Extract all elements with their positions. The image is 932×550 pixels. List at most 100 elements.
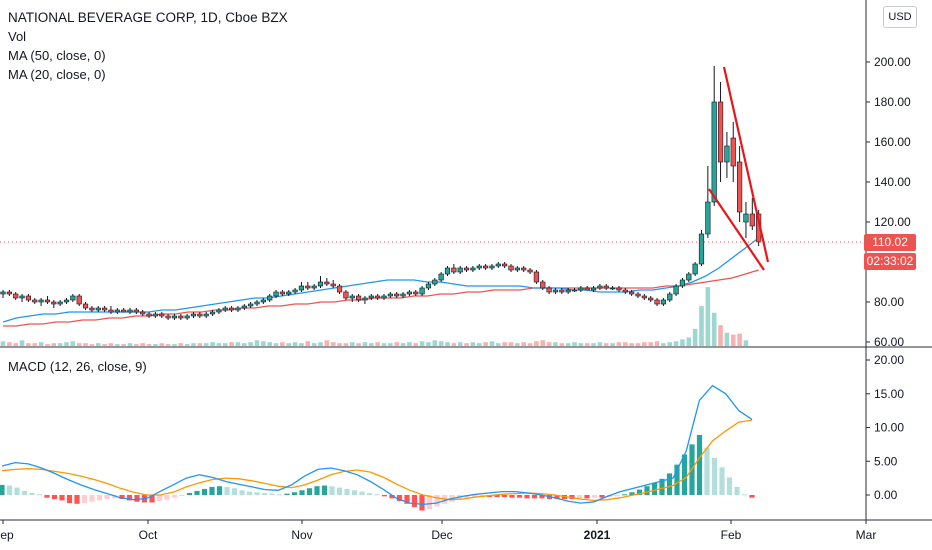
currency-button[interactable]: USD <box>883 6 917 28</box>
volume-bar <box>356 343 361 346</box>
macd-histogram-bar <box>51 495 58 500</box>
volume-legend[interactable]: Vol <box>8 29 27 44</box>
volume-bar <box>280 342 285 346</box>
candle-up <box>349 295 355 299</box>
time-tick-label: Mar <box>856 528 877 542</box>
candle-down <box>749 213 755 227</box>
volume-bar <box>426 342 431 346</box>
volume-bar <box>572 342 577 346</box>
candle-down <box>654 299 660 305</box>
macd-histogram-bar <box>209 486 215 495</box>
candle-up <box>673 285 679 295</box>
volume-bar <box>705 287 711 346</box>
volume-bar <box>476 343 482 346</box>
volume-bar <box>248 342 253 346</box>
candle-down <box>413 291 419 295</box>
macd-histogram-bar <box>156 495 163 502</box>
candle-down <box>736 161 743 213</box>
volume-bar <box>603 343 609 346</box>
volume-bar <box>343 343 349 346</box>
candle-down <box>133 309 139 313</box>
volume-bar <box>559 343 565 346</box>
macd-histogram-bar <box>419 495 425 511</box>
volume-bar <box>286 343 292 346</box>
candle-up <box>70 295 76 301</box>
candle-up <box>381 295 387 299</box>
candle-down <box>89 307 95 311</box>
candle-down <box>343 291 349 299</box>
volume-bar <box>337 343 342 346</box>
ma20-legend[interactable]: MA (20, close, 0) <box>8 67 106 82</box>
ma20-line <box>2 237 759 323</box>
candle-up <box>711 101 717 203</box>
volume-bar <box>89 344 95 346</box>
candle-down <box>730 137 736 167</box>
volume-bar <box>38 342 44 346</box>
volume-bar <box>648 342 653 346</box>
candle-up <box>260 299 266 303</box>
volume-bar <box>413 343 419 346</box>
candle-down <box>451 267 457 273</box>
volume-bar <box>26 343 31 346</box>
candle-down <box>584 287 590 291</box>
macd-histogram-bar <box>171 495 178 498</box>
candle-up <box>660 299 666 305</box>
macd-histogram-bar <box>239 490 245 495</box>
volume-bar <box>457 342 463 346</box>
time-tick-label: 2021 <box>584 528 611 542</box>
macd-histogram-bar <box>89 495 95 502</box>
ma50-line <box>3 269 759 327</box>
macd-histogram-bar <box>734 486 740 495</box>
volume-bar <box>445 342 450 346</box>
volume-bar <box>407 342 412 346</box>
countdown-badge: 02:33:02 <box>864 253 916 270</box>
macd-histogram-bar <box>119 495 125 500</box>
volume-bar <box>635 343 641 346</box>
macd-histogram-bar <box>321 485 328 495</box>
macd-histogram-bar <box>96 495 103 501</box>
candle-down <box>32 299 38 303</box>
volume-bar <box>718 325 723 346</box>
volume-bar <box>178 343 184 346</box>
macd-histogram-bar <box>501 495 508 498</box>
volume-bar <box>388 343 393 346</box>
candle-up <box>63 299 70 303</box>
macd-tick-label: 10.00 <box>874 421 904 435</box>
macd-histogram-bar <box>134 495 140 502</box>
volume-bar <box>673 341 679 346</box>
volume-bar <box>273 343 279 346</box>
price-tick-label: 160.00 <box>874 135 911 149</box>
candle-down <box>82 303 89 309</box>
volume-bar <box>362 342 368 346</box>
macd-histogram-bar <box>366 492 373 495</box>
macd-tick-label: 5.00 <box>874 454 898 468</box>
candle-down <box>197 313 203 317</box>
candle-down <box>533 271 539 283</box>
candle-up <box>254 301 260 305</box>
time-tick-label: Sep <box>0 528 14 542</box>
candle-up <box>578 287 584 291</box>
volume-bar <box>432 340 438 346</box>
macd-histogram-bar <box>621 494 628 496</box>
volume-bar <box>32 343 38 346</box>
candle-up <box>470 267 476 271</box>
macd-histogram-bar <box>509 495 515 498</box>
volume-bar <box>584 343 590 346</box>
macd-histogram-bar <box>6 485 13 495</box>
volume-bar <box>629 343 634 346</box>
macd-histogram-bar <box>711 457 718 495</box>
macd-legend[interactable]: MACD (12, 26, close, 9) <box>8 359 147 374</box>
ma50-legend[interactable]: MA (50, close, 0) <box>8 48 106 63</box>
macd-histogram-bar <box>576 495 583 499</box>
macd-histogram-bar <box>404 495 410 504</box>
candle-up <box>171 315 178 319</box>
macd-histogram-bar <box>696 434 703 495</box>
candle-up <box>286 291 292 295</box>
macd-histogram-bar <box>164 495 170 500</box>
candle-up <box>698 233 705 265</box>
volume-bar <box>267 342 272 346</box>
candle-up <box>495 263 501 267</box>
candle-up <box>190 313 197 317</box>
candle-down <box>355 295 362 301</box>
